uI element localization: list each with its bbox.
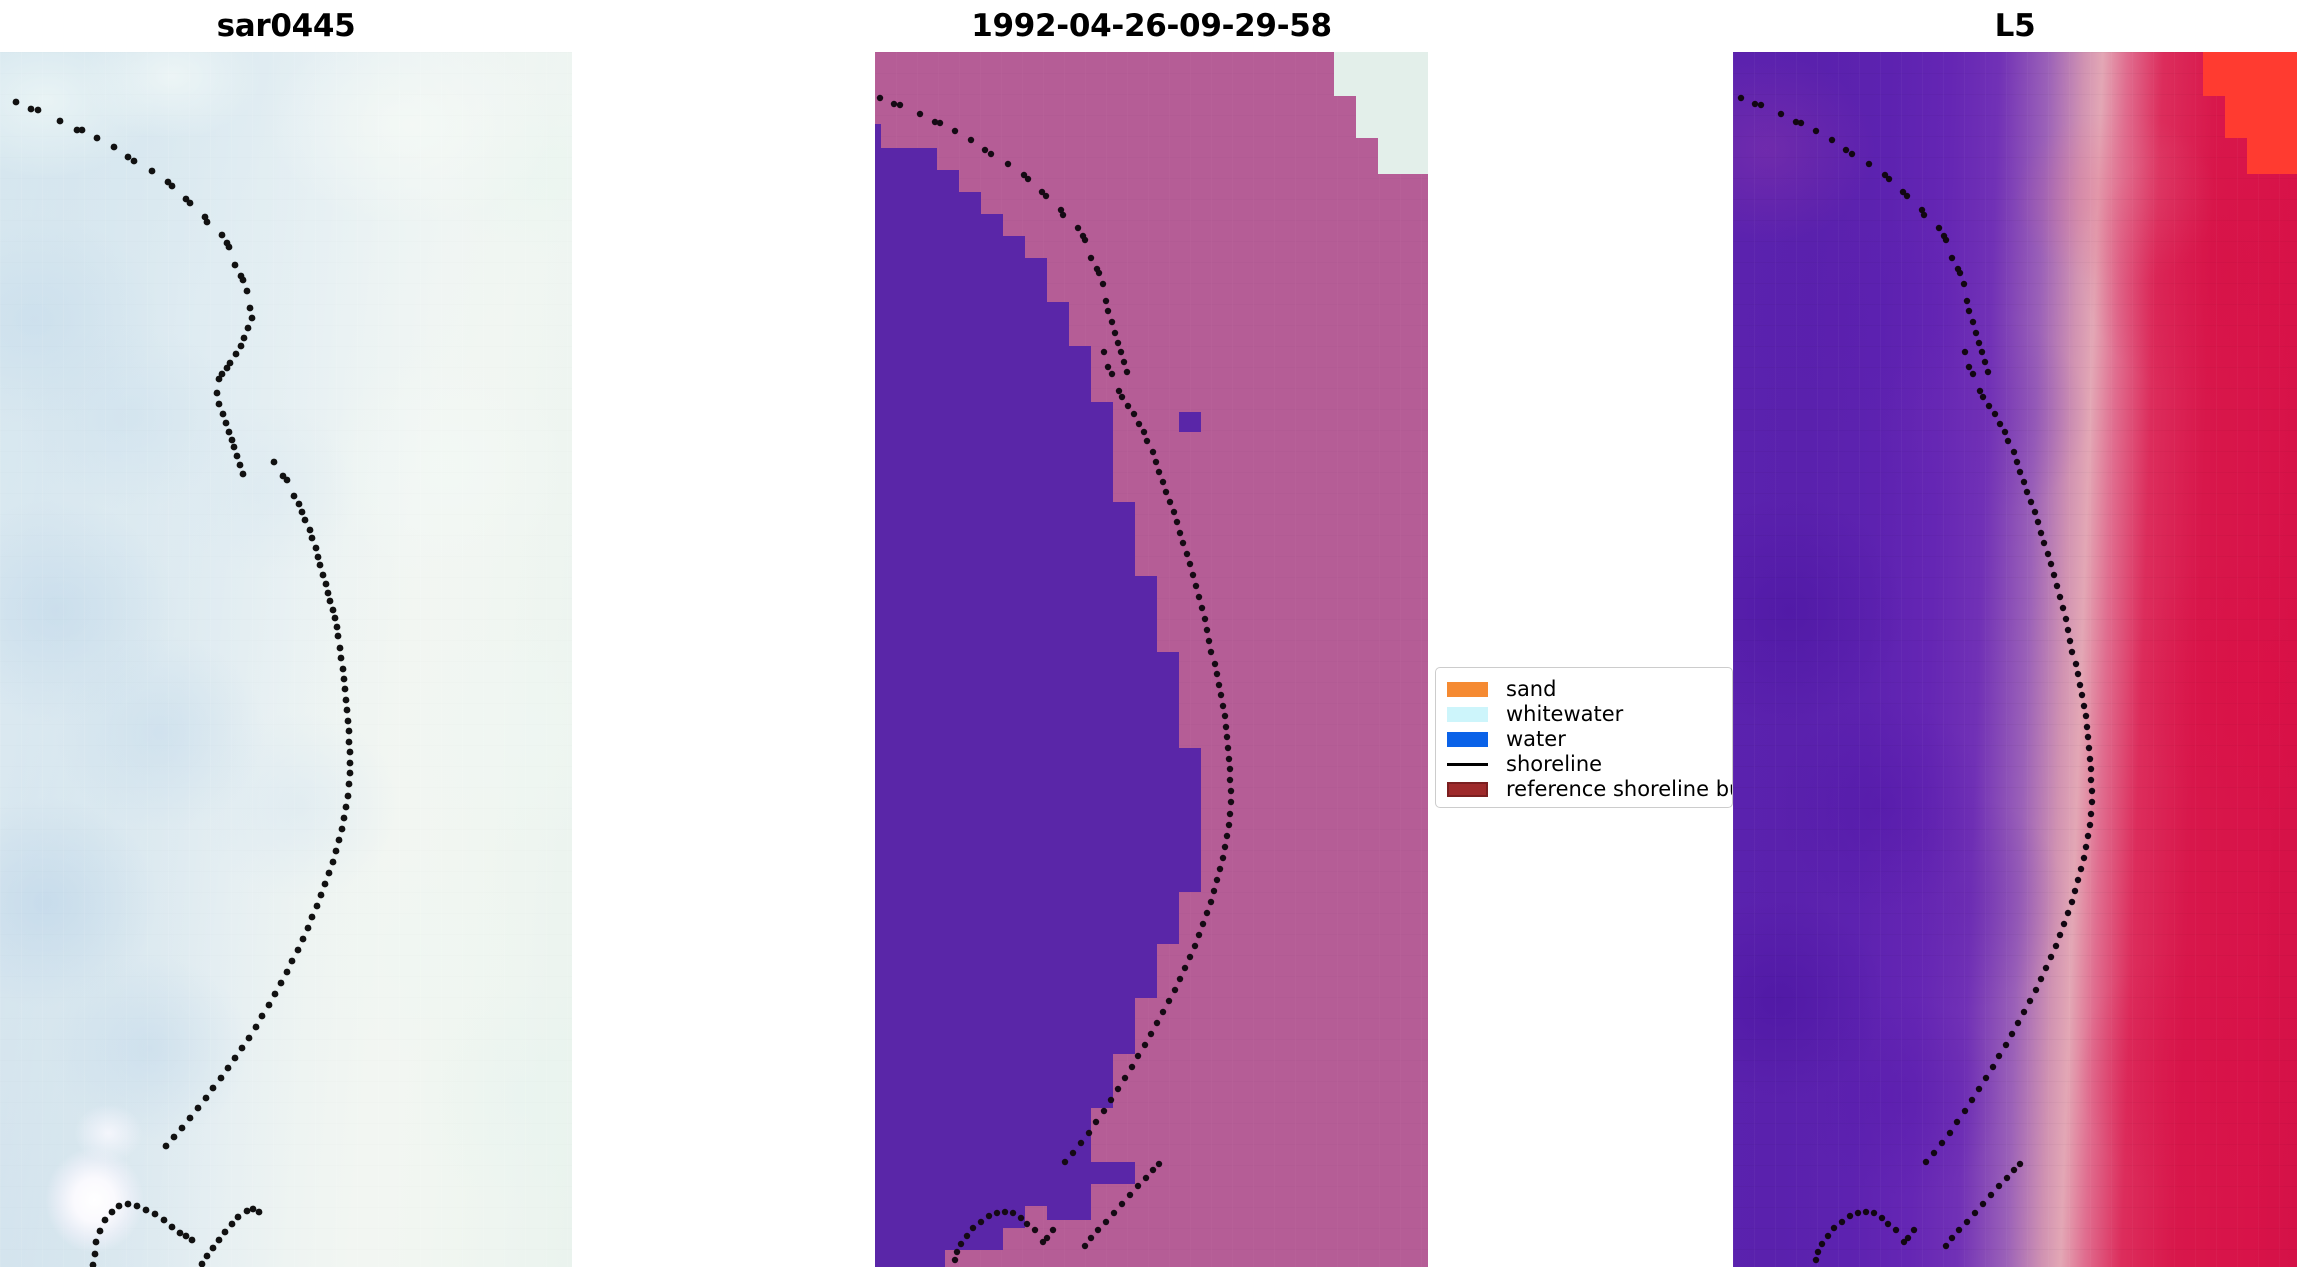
reference-shoreline-buffer-swatch-icon — [1447, 782, 1488, 797]
legend-item-reference-shoreline-buffer[interactable]: reference shoreline bu — [1436, 777, 1732, 802]
classified-whitewater-patch — [1334, 52, 1428, 96]
classified-water-region — [875, 706, 1179, 748]
l5-hotspot-patch — [2203, 52, 2297, 96]
panel-title-classified: 1992-04-26-09-29-58 — [971, 8, 1332, 44]
whitewater-swatch-icon — [1447, 707, 1488, 722]
classified-water-region — [875, 1162, 1135, 1184]
classified-water-region — [875, 620, 1157, 652]
legend-label-whitewater: whitewater — [1506, 702, 1624, 726]
legend-label-shoreline: shoreline — [1506, 752, 1603, 776]
classified-water-region — [875, 576, 1157, 620]
classified-water-notch — [1179, 412, 1201, 432]
classified-water-region — [875, 1250, 945, 1267]
classified-water-region — [875, 748, 1201, 792]
classified-water-region — [875, 346, 1091, 368]
panel-l5-image — [1733, 52, 2297, 1267]
classified-water-region — [875, 460, 1113, 502]
classified-water-region — [875, 124, 881, 148]
classified-water-region — [875, 792, 1201, 830]
classified-water-region — [875, 214, 1003, 236]
classified-whitewater-patch — [1378, 138, 1428, 174]
classified-water-region — [875, 324, 1069, 346]
panel-title-l5: L5 — [1994, 8, 2036, 44]
classified-water-region — [875, 1108, 1091, 1162]
sand-swatch-icon — [1447, 682, 1488, 697]
classified-water-region — [875, 302, 1069, 324]
legend-item-whitewater[interactable]: whitewater — [1436, 702, 1732, 727]
classified-water-region — [875, 1184, 1091, 1206]
panel-classified-image — [875, 52, 1428, 1267]
classified-water-region — [875, 502, 1135, 546]
legend-label-sand: sand — [1506, 677, 1557, 701]
classified-water-region — [875, 170, 959, 192]
classified-whitewater-patch — [1356, 96, 1428, 138]
water-swatch-icon — [1447, 732, 1488, 747]
classified-water-region — [875, 192, 981, 214]
classified-water-region — [875, 944, 1157, 998]
classified-water-region — [1025, 1162, 1047, 1184]
legend-item-shoreline[interactable]: shoreline — [1436, 752, 1732, 777]
l5-raster — [1733, 52, 2297, 1267]
classified-water-region — [875, 148, 937, 170]
classified-water-region — [875, 652, 1179, 706]
classified-water-region — [875, 236, 1025, 258]
l5-hotspot-patch — [2247, 138, 2297, 174]
legend-label-water: water — [1506, 727, 1566, 751]
shoreline-overlay-sar — [0, 52, 572, 1267]
classified-water-region — [875, 852, 1201, 892]
panel-sar-image — [0, 52, 572, 1267]
classified-water-region — [875, 830, 1201, 852]
classified-water-region — [875, 546, 1135, 576]
shoreline-overlay-l5 — [1733, 52, 2297, 1267]
classified-water-region — [875, 368, 1091, 402]
sar-bright-spot — [0, 52, 572, 1267]
classified-water-region — [875, 998, 1135, 1054]
sar-raster — [0, 52, 572, 1267]
classified-water-region — [875, 258, 1047, 280]
l5-base-layer — [1733, 52, 2297, 1267]
classified-water-region — [875, 1054, 1113, 1108]
classified-water-region — [875, 1206, 1025, 1228]
shoreline-line-icon — [1447, 763, 1488, 766]
classified-water-region — [875, 1228, 1003, 1250]
legend-item-water[interactable]: water — [1436, 727, 1732, 752]
l5-texture-layer — [1733, 52, 2297, 1267]
classified-water-region — [875, 280, 1047, 302]
classified-water-region — [875, 454, 1113, 460]
legend-label-reference-shoreline-buffer: reference shoreline bu — [1506, 777, 1733, 801]
l5-hotspot-patch — [2225, 96, 2297, 138]
l5-pixel-grid — [1733, 52, 2297, 1267]
classified-water-region — [1047, 1206, 1091, 1220]
classified-raster — [875, 52, 1428, 1267]
legend-item-sand[interactable]: sand — [1436, 677, 1732, 702]
panel-title-sar: sar0445 — [216, 8, 356, 44]
classified-water-region — [875, 402, 1113, 454]
classified-water-region — [875, 892, 1179, 944]
shoreline-overlay-classified — [875, 52, 1428, 1267]
legend-box: sand whitewater water shoreline referenc… — [1435, 667, 1733, 808]
